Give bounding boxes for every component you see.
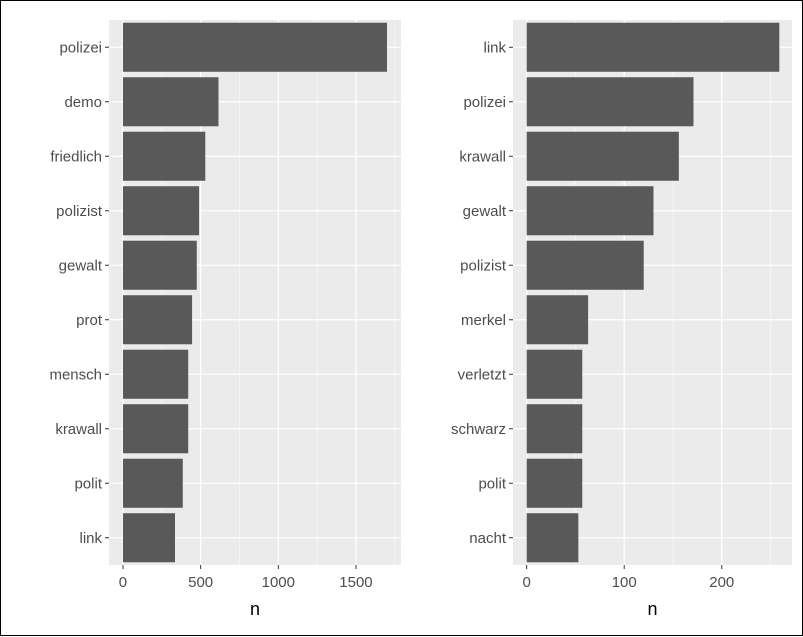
panel-2-bar-nacht	[526, 513, 579, 563]
panel-1-bar-krawall	[122, 404, 189, 454]
panel-2-category-label: verletzt	[458, 366, 507, 383]
panel-2-bar-polizist	[526, 240, 644, 290]
panel-1-category-label: polizist	[56, 203, 103, 220]
panel-2-category-label: schwarz	[451, 421, 506, 438]
panel-2-x-tick-label: 200	[709, 574, 734, 591]
panel-1-category-label: gewalt	[59, 257, 103, 274]
panel-1-category-label: mensch	[49, 366, 102, 383]
panel-2-bar-link	[526, 22, 780, 72]
panel-2-category-label: krawall	[459, 148, 506, 165]
panel-1-bar-gewalt	[122, 240, 197, 290]
panel-1-x-tick-label: 0	[119, 574, 127, 591]
panel-1-x-tick-label: 1500	[339, 574, 372, 591]
panel-1-bar-polizei	[122, 22, 388, 72]
panel-2-category-label: polizist	[460, 257, 507, 274]
panel-2-category-label: merkel	[461, 312, 506, 329]
panel-1-bar-polizist	[122, 186, 200, 236]
panel-1-category-label: prot	[76, 312, 103, 329]
panel-1-x-tick-label: 500	[188, 574, 213, 591]
panel-2-bar-gewalt	[526, 186, 654, 236]
panel-1-category-label: link	[79, 530, 102, 547]
panel-2-bar-krawall	[526, 131, 679, 181]
panel-1-category-label: krawall	[55, 421, 102, 438]
panel-1-x-axis-title: n	[250, 599, 260, 619]
panel-2-bar-verletzt	[526, 349, 583, 399]
panel-2-category-label: polizei	[463, 94, 506, 111]
panel-2-category-label: nacht	[469, 530, 507, 547]
panel-2-bar-schwarz	[526, 404, 583, 454]
panel-1-bar-prot	[122, 295, 193, 345]
panel-2-category-label: gewalt	[463, 203, 507, 220]
panel-2-category-label: polit	[478, 475, 506, 492]
panel-1-bar-friedlich	[122, 131, 206, 181]
panel-2-x-tick-label: 0	[522, 574, 530, 591]
panel-1-bar-link	[122, 513, 176, 563]
panel-1-category-label: friedlich	[50, 148, 102, 165]
panel-2-bar-polizei	[526, 77, 694, 127]
panel-2-bar-merkel	[526, 295, 589, 345]
panel-2-x-tick-label: 100	[612, 574, 637, 591]
panel-2-category-label: link	[483, 39, 506, 56]
panel-1-category-label: demo	[64, 94, 102, 111]
panel-1-bar-demo	[122, 77, 219, 127]
panel-1-x-tick-label: 1000	[262, 574, 295, 591]
panel-2-bar-polit	[526, 458, 583, 508]
panel-2-x-axis-title: n	[647, 599, 657, 619]
panel-1-bar-mensch	[122, 349, 189, 399]
panel-1-bar-polit	[122, 458, 183, 508]
panel-1-category-label: polit	[74, 475, 102, 492]
panel-1-category-label: polizei	[59, 39, 102, 56]
